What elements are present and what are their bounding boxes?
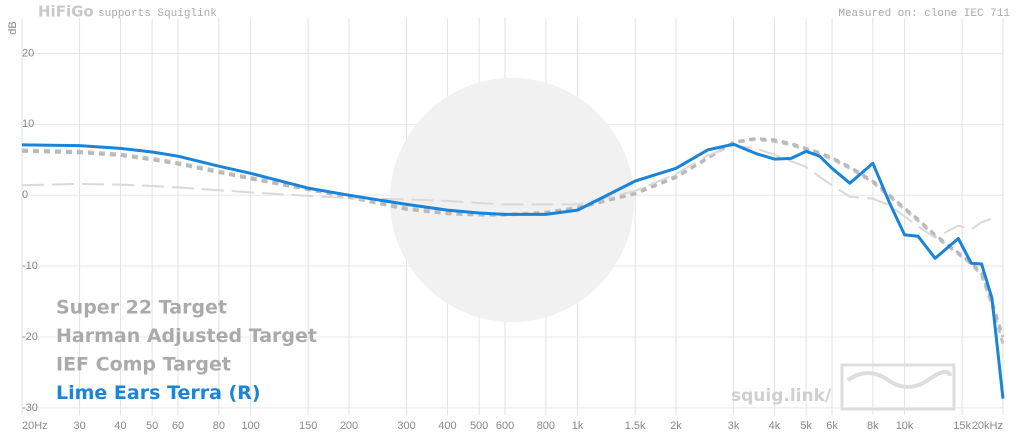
x-tick-label: 150	[299, 420, 317, 432]
y-axis-label: dB	[7, 21, 19, 34]
x-tick-label: 800	[537, 420, 555, 432]
x-tick-label: 40	[114, 420, 126, 432]
y-tick-label: -20	[22, 331, 38, 343]
x-tick-label: 600	[496, 420, 514, 432]
x-tick-label: 200	[340, 420, 358, 432]
y-tick-label: -30	[22, 402, 38, 414]
tagline: supports Squiglink	[98, 8, 217, 20]
x-tick-label: 10k	[896, 420, 914, 432]
y-tick-label: 10	[22, 118, 34, 130]
x-tick-label: 50	[146, 420, 158, 432]
x-tick-label: 2k	[670, 420, 682, 432]
legend-entry: Lime Ears Terra (R)	[56, 382, 261, 404]
x-tick-label: 5k	[800, 420, 812, 432]
watermark-logo	[390, 78, 956, 411]
x-tick-label: 20kHz	[972, 420, 1003, 432]
x-tick-label: 20Hz	[22, 420, 48, 432]
x-tick-label: 1.5k	[625, 420, 646, 432]
measured-on: Measured on: clone IEC 711	[838, 8, 1010, 20]
y-tick-label: 20	[22, 47, 34, 59]
x-tick-label: 6k	[826, 420, 838, 432]
x-tick-label: 3k	[728, 420, 740, 432]
y-tick-label: -10	[22, 260, 38, 272]
x-tick-label: 8k	[867, 420, 879, 432]
x-tick-label: 300	[397, 420, 415, 432]
x-tick-label: 100	[241, 420, 259, 432]
x-tick-label: 400	[438, 420, 456, 432]
x-tick-label: 1k	[572, 420, 584, 432]
legend-entry: IEF Comp Target	[56, 354, 231, 376]
series-line	[21, 144, 993, 239]
x-tick-label: 60	[172, 420, 184, 432]
x-tick-label: 30	[73, 420, 85, 432]
x-tick-label: 500	[470, 420, 488, 432]
x-tick-label: 4k	[769, 420, 781, 432]
y-tick-label: 0	[22, 189, 28, 201]
legend-entry: Harman Adjusted Target	[56, 325, 317, 347]
series-line	[21, 142, 1005, 399]
brand-logo: HiFiGo	[38, 3, 94, 21]
x-tick-label: 80	[213, 420, 225, 432]
watermark-text: squig.link/	[731, 386, 832, 406]
x-tick-label: 15k	[953, 420, 971, 432]
legend-entry: Super 22 Target	[56, 297, 227, 319]
